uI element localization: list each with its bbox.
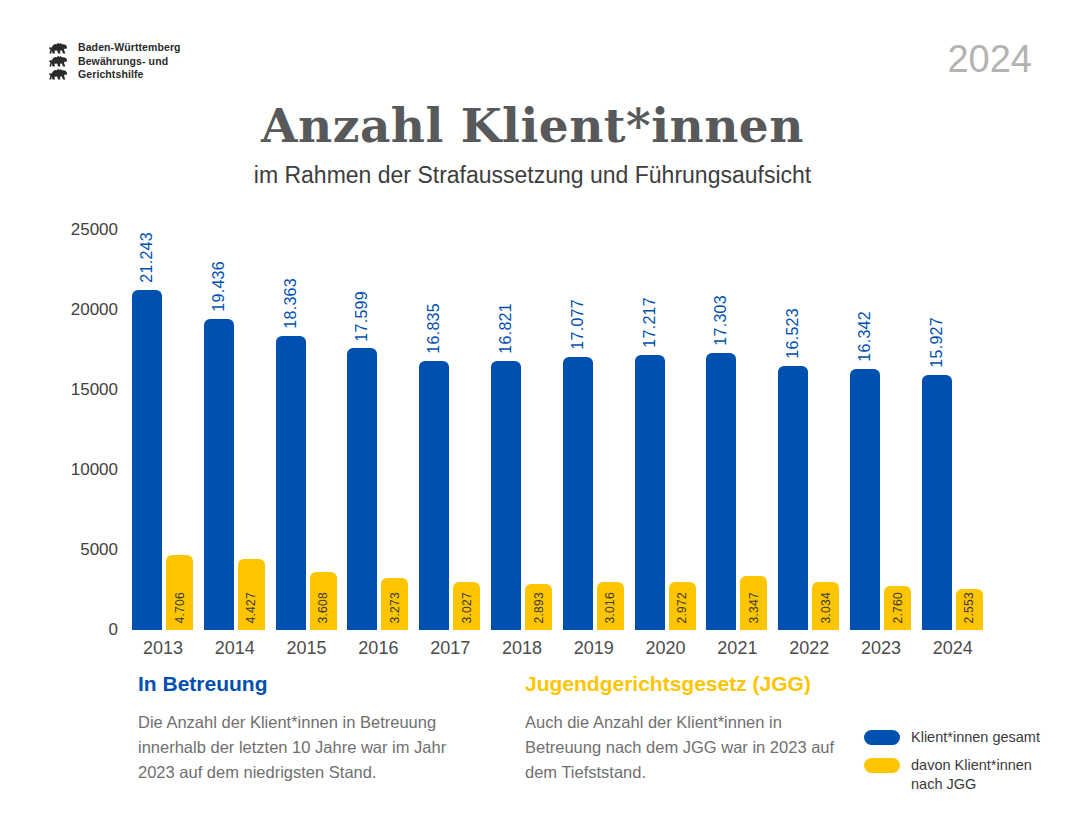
y-axis-tick-25000: 25000 <box>38 219 118 241</box>
bar-total-value-2014: 19.436 <box>211 261 227 312</box>
x-axis-tick-2017: 2017 <box>415 638 485 659</box>
bar-jgg-value-2018: 2.893 <box>533 592 545 624</box>
bar-total-value-2021: 17.303 <box>713 295 729 346</box>
x-axis-tick-2018: 2018 <box>487 638 557 659</box>
y-axis-tick-20000: 20000 <box>38 299 118 321</box>
bar-total-2016 <box>347 348 377 630</box>
bar-total-value-2017: 16.835 <box>426 303 442 354</box>
bar-chart: 0 5000 10000 15000 20000 25000 21.243 4.706 2013… <box>0 200 1065 662</box>
y-axis-tick-15000: 15000 <box>38 379 118 401</box>
bar-total-value-2015: 18.363 <box>283 278 299 329</box>
bar-jgg-value-2024: 2.553 <box>963 592 975 624</box>
x-axis-tick-2021: 2021 <box>702 638 772 659</box>
bar-jgg-value-2013: 4.706 <box>174 592 186 624</box>
legend-label: davon Klient*innen nach JGG <box>911 756 1041 795</box>
y-axis-tick-0: 0 <box>38 619 118 641</box>
legend-label: Klient*innen gesamt <box>911 728 1040 748</box>
bar-jgg-value-2022: 3.034 <box>820 592 832 624</box>
footnote-in-betreuung: In Betreuung Die Anzahl der Klient*innen… <box>138 672 468 784</box>
bar-total-2014 <box>204 319 234 630</box>
x-axis-tick-2016: 2016 <box>343 638 413 659</box>
x-axis-tick-2024: 2024 <box>918 638 988 659</box>
y-axis-tick-5000: 5000 <box>38 539 118 561</box>
bar-total-2022 <box>778 366 808 630</box>
logo: Baden-Württemberg Bewährungs- und Gerich… <box>48 41 181 82</box>
logo-text-line1: Baden-Württemberg <box>78 41 181 55</box>
bar-total-2019 <box>563 357 593 630</box>
bar-total-value-2024: 15.927 <box>929 317 945 368</box>
bar-jgg-value-2014: 4.427 <box>245 592 257 624</box>
bar-jgg-value-2019: 3.016 <box>604 592 616 624</box>
legend-item-gesamt: Klient*innen gesamt <box>864 728 1041 748</box>
x-axis-tick-2022: 2022 <box>774 638 844 659</box>
logo-text-line3: Gerichtshilfe <box>78 68 181 82</box>
legend-swatch <box>864 730 900 745</box>
bar-total-value-2019: 17.077 <box>570 299 586 350</box>
x-axis-tick-2019: 2019 <box>559 638 629 659</box>
bar-jgg-value-2016: 3.273 <box>389 592 401 624</box>
y-axis-tick-10000: 10000 <box>38 459 118 481</box>
year-badge: 2024 <box>947 38 1032 81</box>
infographic-page: Baden-Württemberg Bewährungs- und Gerich… <box>0 0 1065 833</box>
bar-total-value-2016: 17.599 <box>354 291 370 342</box>
bar-total-2015 <box>276 336 306 630</box>
logo-text-line2: Bewährungs- und <box>78 55 181 69</box>
bar-jgg-value-2020: 2.972 <box>676 592 688 624</box>
x-axis-tick-2023: 2023 <box>846 638 916 659</box>
bar-total-value-2013: 21.243 <box>139 232 155 283</box>
chart-legend: Klient*innen gesamt davon Klient*innen na… <box>864 728 1041 795</box>
page-title: Anzahl Klient*innen <box>0 98 1065 153</box>
lion-icon <box>48 68 70 80</box>
legend-swatch <box>864 758 900 773</box>
x-axis-tick-2015: 2015 <box>272 638 342 659</box>
footnote-body-jgg: Auch die Anzahl der Klient*innen in Betr… <box>525 710 835 784</box>
x-axis-tick-2013: 2013 <box>128 638 198 659</box>
lion-icon <box>48 42 70 54</box>
bar-total-2020 <box>635 355 665 631</box>
lion-icon <box>48 55 70 67</box>
bar-total-2024 <box>922 375 952 630</box>
bar-total-2023 <box>850 369 880 631</box>
bar-jgg-value-2015: 3.608 <box>317 592 329 624</box>
footnote-heading-jgg: Jugendgerichtsgesetz (JGG) <box>525 672 835 696</box>
bar-jgg-value-2017: 3.027 <box>461 592 473 624</box>
bar-total-2021 <box>706 353 736 630</box>
footnote-jgg: Jugendgerichtsgesetz (JGG) Auch die Anza… <box>525 672 835 784</box>
bar-total-value-2018: 16.821 <box>498 303 514 354</box>
bar-total-2017 <box>419 361 449 630</box>
x-axis-tick-2014: 2014 <box>200 638 270 659</box>
x-axis-tick-2020: 2020 <box>631 638 701 659</box>
legend-item-jgg: davon Klient*innen nach JGG <box>864 756 1041 795</box>
logo-text: Baden-Württemberg Bewährungs- und Gerich… <box>78 41 181 82</box>
bar-total-value-2023: 16.342 <box>857 311 873 362</box>
logo-lions <box>48 42 70 80</box>
bar-total-2018 <box>491 361 521 630</box>
bar-total-2013 <box>132 290 162 630</box>
bar-jgg-value-2021: 3.347 <box>748 592 760 624</box>
footnote-heading-in-betreuung: In Betreuung <box>138 672 468 696</box>
bar-jgg-value-2023: 2.760 <box>892 592 904 624</box>
footnote-body-in-betreuung: Die Anzahl der Klient*innen in Betreuung… <box>138 710 468 784</box>
bar-total-value-2020: 17.217 <box>642 297 658 348</box>
bar-total-value-2022: 16.523 <box>785 308 801 359</box>
page-subtitle: im Rahmen der Strafaussetzung und Führun… <box>0 162 1065 189</box>
